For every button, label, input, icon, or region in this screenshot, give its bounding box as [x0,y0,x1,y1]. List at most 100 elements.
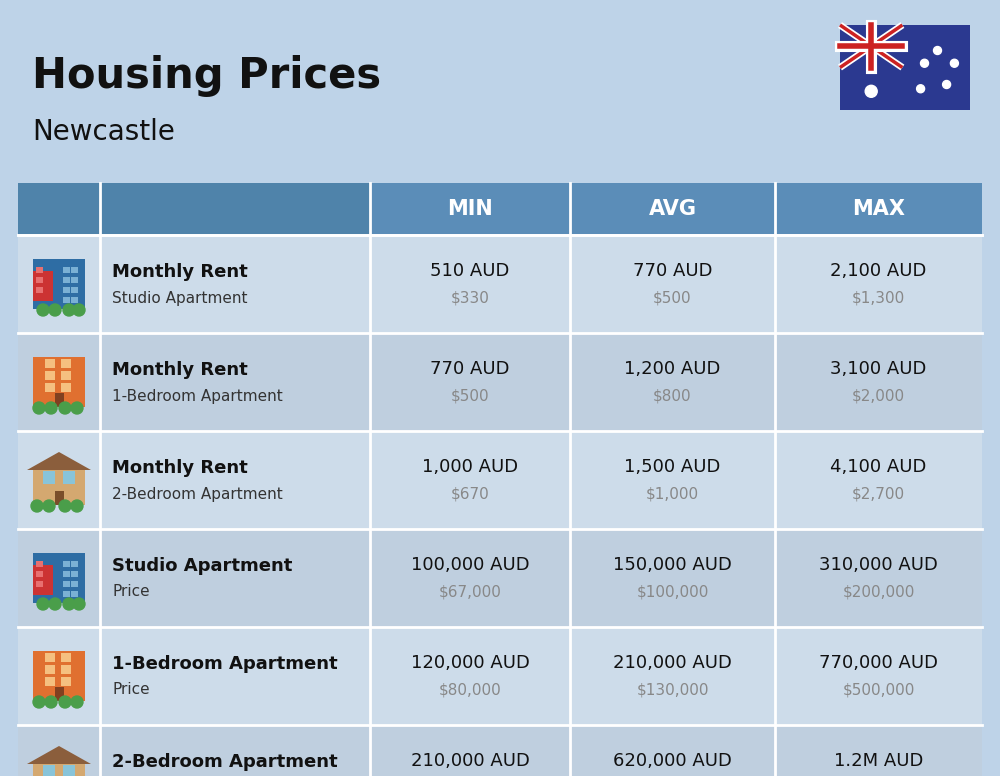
FancyBboxPatch shape [33,259,85,309]
Text: Housing Prices: Housing Prices [32,55,381,97]
Text: 1,000 AUD: 1,000 AUD [422,458,518,476]
Circle shape [71,696,83,708]
FancyBboxPatch shape [61,677,71,686]
Text: 1.2M AUD: 1.2M AUD [834,752,923,770]
Circle shape [33,402,45,414]
Text: 2-Bedroom Apartment: 2-Bedroom Apartment [112,753,338,771]
Circle shape [63,304,75,316]
FancyBboxPatch shape [45,383,55,392]
FancyBboxPatch shape [33,470,85,505]
FancyBboxPatch shape [33,271,53,301]
Text: 150,000 AUD: 150,000 AUD [613,556,732,574]
Text: Monthly Rent: Monthly Rent [112,459,248,477]
FancyBboxPatch shape [45,677,55,686]
Text: MAX: MAX [852,199,905,219]
Circle shape [950,59,958,68]
Text: MIN: MIN [447,199,493,219]
Circle shape [934,47,942,54]
FancyBboxPatch shape [55,491,64,505]
Text: 1,500 AUD: 1,500 AUD [624,458,721,476]
Text: 510 AUD: 510 AUD [430,262,510,280]
FancyBboxPatch shape [18,725,982,776]
Circle shape [920,59,928,68]
Circle shape [71,500,83,512]
FancyBboxPatch shape [33,553,85,603]
Text: 210,000 AUD: 210,000 AUD [411,752,529,770]
Text: $500,000: $500,000 [842,683,915,698]
FancyBboxPatch shape [18,333,982,431]
FancyBboxPatch shape [71,561,78,567]
FancyBboxPatch shape [45,359,55,368]
FancyBboxPatch shape [43,765,55,776]
FancyBboxPatch shape [63,267,70,273]
Circle shape [45,696,57,708]
Text: $330: $330 [451,290,489,306]
Text: $200,000: $200,000 [842,584,915,600]
FancyBboxPatch shape [63,561,70,567]
FancyBboxPatch shape [61,359,71,368]
Circle shape [917,85,925,93]
Circle shape [865,85,877,97]
Text: 4,100 AUD: 4,100 AUD [830,458,927,476]
Text: 2-Bedroom Apartment: 2-Bedroom Apartment [112,487,283,501]
Text: Monthly Rent: Monthly Rent [112,361,248,379]
Text: 100,000 AUD: 100,000 AUD [411,556,529,574]
FancyBboxPatch shape [36,581,43,587]
Text: 770,000 AUD: 770,000 AUD [819,654,938,672]
FancyBboxPatch shape [36,571,43,577]
FancyBboxPatch shape [33,764,85,776]
FancyBboxPatch shape [71,581,78,587]
FancyBboxPatch shape [33,651,85,701]
FancyBboxPatch shape [45,653,55,662]
Text: $2,000: $2,000 [852,389,905,404]
FancyBboxPatch shape [55,393,64,407]
FancyBboxPatch shape [63,277,70,283]
FancyBboxPatch shape [18,183,982,235]
Text: 3,100 AUD: 3,100 AUD [830,360,927,378]
FancyBboxPatch shape [63,287,70,293]
Text: Price: Price [112,683,150,698]
FancyBboxPatch shape [18,235,982,333]
Text: 1-Bedroom Apartment: 1-Bedroom Apartment [112,389,283,404]
Text: $1,300: $1,300 [852,290,905,306]
FancyBboxPatch shape [61,383,71,392]
FancyBboxPatch shape [63,591,70,597]
FancyBboxPatch shape [71,277,78,283]
FancyBboxPatch shape [61,653,71,662]
Circle shape [63,598,75,610]
Circle shape [943,81,951,88]
Circle shape [45,402,57,414]
FancyBboxPatch shape [71,267,78,273]
Text: Newcastle: Newcastle [32,118,175,146]
FancyBboxPatch shape [840,25,970,110]
FancyBboxPatch shape [36,277,43,283]
Circle shape [49,304,61,316]
FancyBboxPatch shape [43,471,55,484]
FancyBboxPatch shape [33,565,53,595]
Text: $800: $800 [653,389,692,404]
FancyBboxPatch shape [71,591,78,597]
FancyBboxPatch shape [61,371,71,380]
Circle shape [49,598,61,610]
FancyBboxPatch shape [55,687,64,701]
Text: 770 AUD: 770 AUD [430,360,510,378]
FancyBboxPatch shape [33,357,85,407]
Text: $67,000: $67,000 [439,584,501,600]
FancyBboxPatch shape [71,571,78,577]
Text: $670: $670 [451,487,489,501]
Text: 1,200 AUD: 1,200 AUD [624,360,721,378]
Text: AVG: AVG [648,199,696,219]
Circle shape [59,696,71,708]
FancyBboxPatch shape [63,581,70,587]
Text: $500: $500 [653,290,692,306]
FancyBboxPatch shape [36,267,43,273]
Text: $80,000: $80,000 [439,683,501,698]
Text: $130,000: $130,000 [636,683,709,698]
Text: Monthly Rent: Monthly Rent [112,263,248,281]
Text: 210,000 AUD: 210,000 AUD [613,654,732,672]
FancyBboxPatch shape [18,627,982,725]
FancyBboxPatch shape [18,431,982,529]
FancyBboxPatch shape [63,571,70,577]
FancyBboxPatch shape [36,561,43,567]
Text: Price: Price [112,584,150,600]
